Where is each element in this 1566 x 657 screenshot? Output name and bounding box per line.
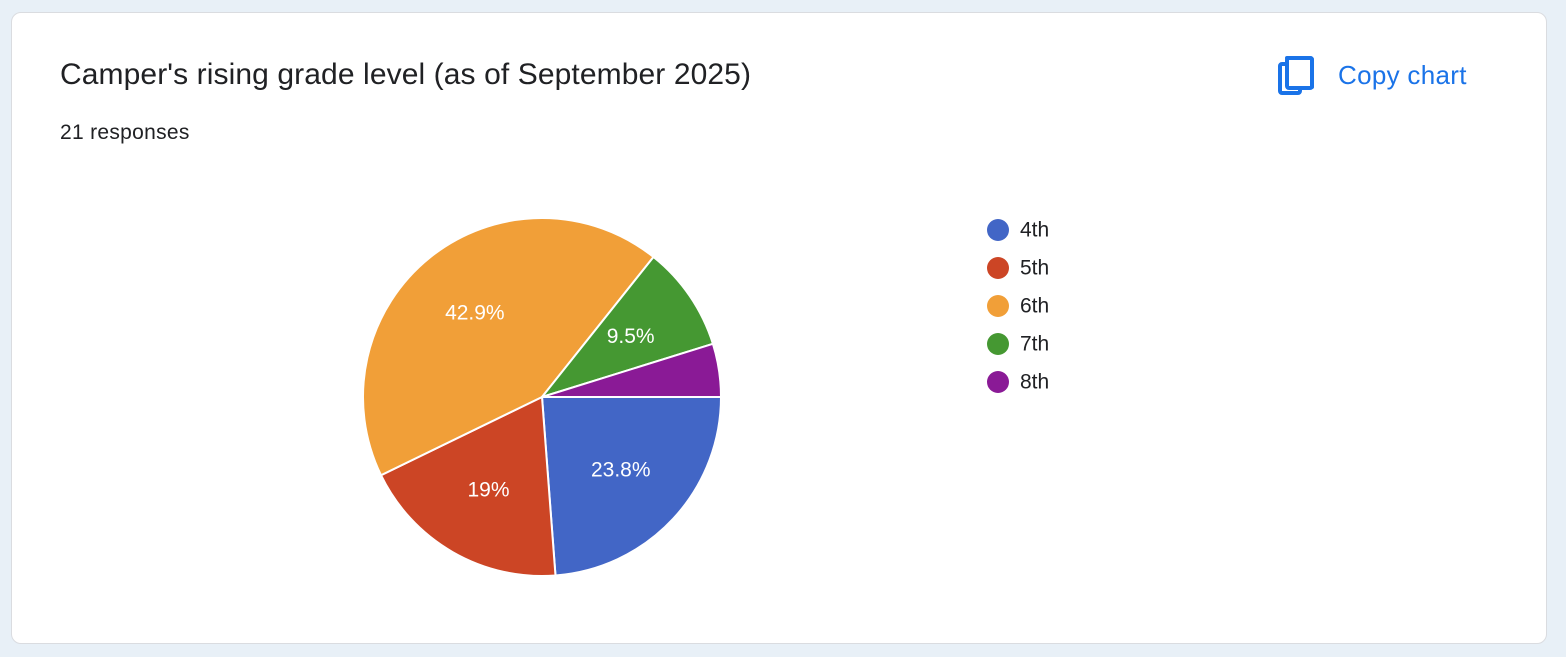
legend-item-8th: 8th bbox=[987, 371, 1049, 394]
chart-title: Camper's rising grade level (as of Septe… bbox=[60, 58, 752, 91]
pie-chart: 23.8% 19% 42.9% 9.5% 4th 5th 6th 7th 8th bbox=[362, 216, 1049, 577]
legend-item-7th: 7th bbox=[987, 333, 1049, 356]
pie-slice-8th bbox=[541, 342, 722, 398]
legend-swatch-6th bbox=[987, 295, 1009, 317]
legend-swatch-4th bbox=[987, 219, 1009, 241]
legend-swatch-7th bbox=[987, 333, 1009, 355]
legend-label-8th: 8th bbox=[1020, 371, 1049, 394]
legend-label-4th: 4th bbox=[1020, 219, 1049, 242]
legend-label-5th: 5th bbox=[1020, 257, 1049, 280]
slice-label-7th: 9.5% bbox=[607, 325, 655, 348]
legend-item-5th: 5th bbox=[987, 257, 1049, 280]
legend-label-6th: 6th bbox=[1020, 295, 1049, 318]
copy-chart-label: Copy chart bbox=[1338, 59, 1467, 90]
copy-chart-button[interactable]: Copy chart bbox=[1274, 51, 1467, 99]
legend-item-4th: 4th bbox=[987, 219, 1049, 242]
legend-item-6th: 6th bbox=[987, 295, 1049, 318]
response-count: 21 responses bbox=[60, 121, 190, 144]
pie-slice-4th bbox=[541, 396, 722, 577]
pie-slice-5th bbox=[380, 396, 557, 577]
slice-label-4th: 23.8% bbox=[591, 459, 651, 482]
pie-slice-6th bbox=[362, 216, 655, 477]
slice-label-5th: 19% bbox=[467, 479, 509, 502]
legend-swatch-5th bbox=[987, 257, 1009, 279]
slice-label-6th: 42.9% bbox=[445, 302, 505, 325]
legend-label-7th: 7th bbox=[1020, 333, 1049, 356]
copy-icon bbox=[1278, 56, 1314, 95]
pie-slice-7th bbox=[541, 255, 714, 398]
legend-swatch-8th bbox=[987, 371, 1009, 393]
chart-card: Camper's rising grade level (as of Septe… bbox=[11, 12, 1547, 644]
